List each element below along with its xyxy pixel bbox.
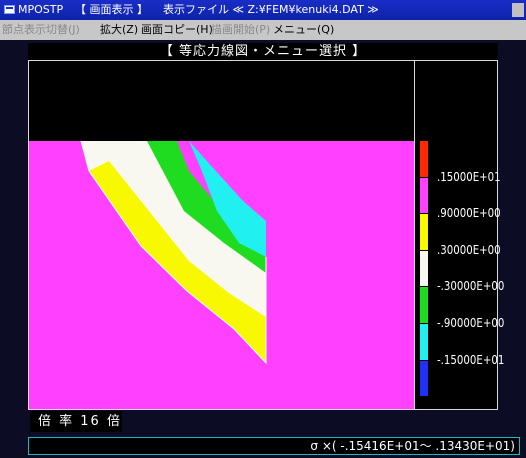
contour-outline [80,140,267,365]
mode-label: 【 画面表示 】 [75,3,148,16]
app-name: MPOSTP [18,3,64,16]
contour-plot-frame: .15000E+01 .90000E+00 .30000E+00 -.30000E+0… [28,60,505,410]
legend-swatch [420,177,428,214]
menu-zoom[interactable]: 拡大(Z) [100,23,139,36]
legend-label: -.30000E+00 [437,279,505,294]
legend-label: .30000E+00 [437,242,501,257]
plot-upper-region [29,61,414,141]
legend-swatch [420,250,428,287]
scale-factor: 倍 率 16 倍 [30,411,122,432]
legend-label: -.15000E+01 [437,352,505,367]
contour-band-cyan [189,141,266,257]
menu-node-display-toggle[interactable]: 節点表示切替(J) [2,23,80,36]
menu-start-drawing[interactable]: 描画開始(P) [211,23,271,36]
legend-label: .90000E+00 [437,206,501,221]
menu-bar: 節点表示切替(J) 拡大(Z) 画面コピー(H) 描画開始(P) メニュー(Q) [0,20,526,40]
stress-range-status: σ ×( -.15416E+01～ .13430E+01) [28,437,520,455]
view-banner: 【 等応力線図・メニュー選択 】 [28,43,498,60]
menu-menu[interactable]: メニュー(Q) [273,23,335,36]
file-info: 表示ファイル ≪ Z:¥FEM¥kenuki4.DAT ≫ [163,3,379,16]
legend-swatch [420,141,428,177]
legend-label: -.90000E+00 [437,316,505,330]
legend-swatch [420,324,428,360]
menu-screen-copy[interactable]: 画面コピー(H) [141,23,213,36]
legend-divider [414,61,415,409]
contour-band-white-mid [109,141,266,317]
window-control-button[interactable] [512,3,524,17]
contour-plot [29,61,414,409]
title-bar: MPOSTP 【 画面表示 】 表示ファイル ≪ Z:¥FEM¥kenuki4.… [0,0,526,20]
contour-band-yellow-outer [89,161,266,363]
legend-label: .15000E+01 [437,169,501,184]
legend-swatch [420,214,428,250]
legend-swatch [420,360,428,397]
legend-swatch [420,287,428,323]
app-icon[interactable] [4,5,15,14]
contour-band-green [147,141,266,273]
